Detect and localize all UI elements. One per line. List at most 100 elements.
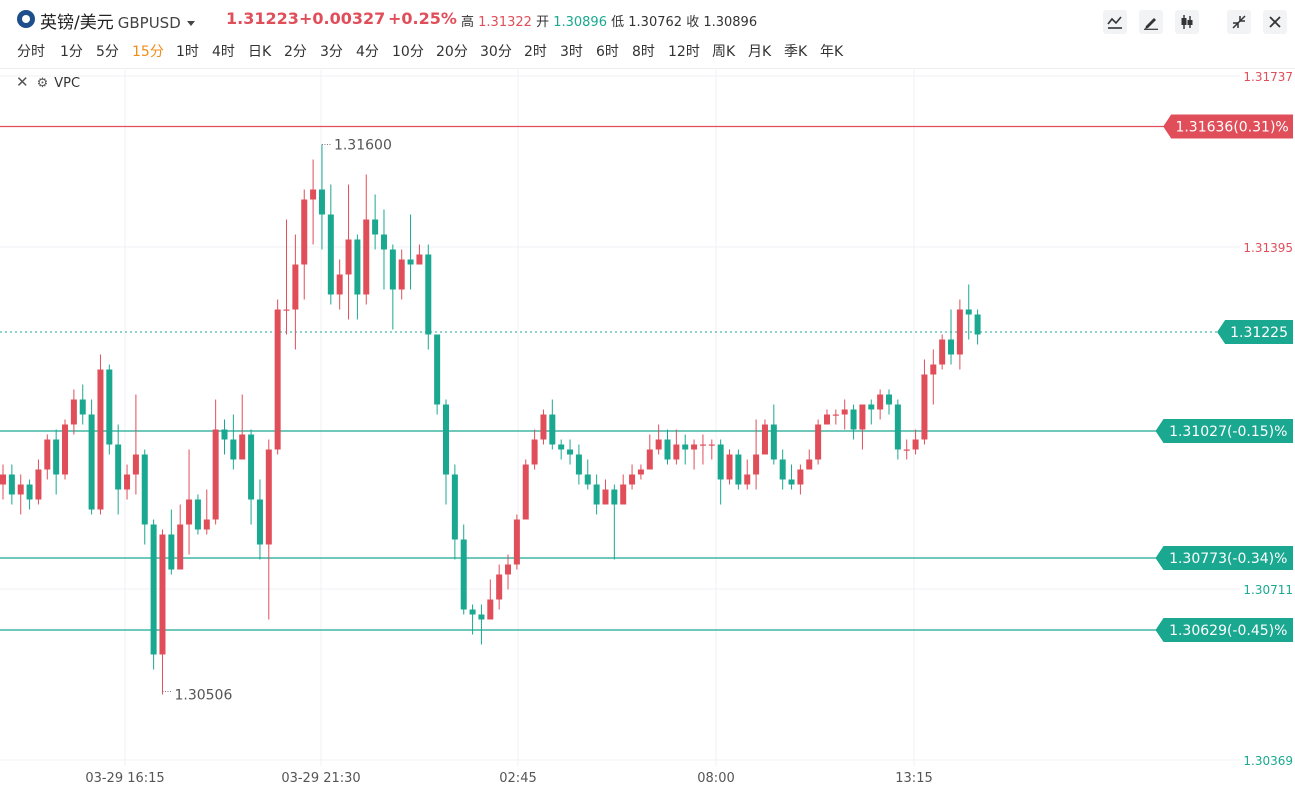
candle-body [806, 459, 813, 470]
period-option[interactable]: 日K [248, 44, 272, 60]
period-option[interactable]: 20分 [436, 44, 468, 60]
candlestick-button[interactable] [1175, 10, 1199, 34]
candle-body [17, 484, 24, 495]
candle-body [336, 274, 343, 295]
period-option[interactable]: 30分 [480, 44, 512, 60]
candle-body [434, 334, 441, 405]
price-change: +0.00327 [299, 9, 386, 28]
candle-body [496, 574, 503, 600]
candle-body [159, 534, 166, 655]
period-option[interactable]: 6时 [596, 44, 619, 60]
candle-body [558, 444, 565, 450]
candle-body [79, 399, 86, 415]
period-option[interactable]: 3分 [320, 44, 343, 60]
candle-body [708, 444, 715, 446]
period-option[interactable]: 分时 [17, 44, 45, 60]
indicator-label: VPC [54, 76, 81, 91]
candle-body [646, 449, 653, 470]
candle-body [44, 439, 51, 470]
low-value: 1.30762 [628, 15, 683, 30]
collapse-button[interactable] [1227, 10, 1251, 34]
period-option[interactable]: 4时 [212, 44, 235, 60]
period-option[interactable]: 2分 [284, 44, 307, 60]
line-chart-button[interactable] [1103, 10, 1127, 34]
gear-icon[interactable]: ⚙ [36, 76, 49, 91]
candle-body [124, 474, 131, 490]
candle-body [620, 484, 627, 505]
low-annotation: 1.30506 [174, 688, 232, 704]
period-option[interactable]: 1时 [176, 44, 199, 60]
candle-body [301, 199, 308, 265]
close-button[interactable] [1263, 10, 1287, 34]
period-option[interactable]: 1分 [60, 44, 83, 60]
candle-body [407, 259, 414, 265]
candle-body [691, 444, 698, 450]
candle-body [788, 479, 795, 485]
candle-body [62, 424, 69, 475]
candle-body [956, 309, 963, 355]
candle-body [354, 239, 361, 295]
candle-body [611, 489, 618, 505]
candle-body [779, 459, 786, 480]
candle-body [903, 449, 910, 451]
period-option-active[interactable]: 15分 [132, 44, 164, 60]
candlestick-icon [1181, 15, 1193, 29]
y-tick-label: 1.30711 [1243, 583, 1293, 597]
period-option[interactable]: 5分 [96, 44, 119, 60]
candle-body [380, 234, 387, 250]
period-option[interactable]: 10分 [392, 44, 424, 60]
candle-body [921, 374, 928, 440]
period-option[interactable]: 季K [784, 44, 808, 60]
candle-body [531, 439, 538, 465]
period-option[interactable]: 年K [820, 44, 844, 60]
instrument-selector[interactable]: 英镑/美元 GBPUSD [40, 8, 195, 33]
period-option[interactable]: 4分 [356, 44, 379, 60]
period-option[interactable]: 12时 [668, 44, 700, 60]
candle-body [177, 524, 184, 570]
candle-body [168, 534, 175, 570]
candle-body [53, 439, 60, 475]
last-price: 1.31223 [226, 9, 299, 28]
candle-body [886, 394, 892, 405]
candle-body [717, 444, 724, 480]
low-label: 低 [611, 15, 625, 30]
candle-body [699, 444, 706, 446]
candle-body [150, 524, 157, 655]
candle-body [832, 414, 839, 416]
candle-body [132, 454, 139, 475]
candle-body [283, 309, 290, 311]
draw-button[interactable] [1139, 10, 1163, 34]
candle-body [451, 474, 458, 540]
candle-body [575, 454, 582, 475]
period-option[interactable]: 周K [712, 44, 736, 60]
candle-body [637, 469, 644, 475]
candle-body [868, 404, 875, 410]
candle-body [540, 414, 547, 440]
candle-body [88, 414, 95, 510]
period-option[interactable]: 2时 [524, 44, 547, 60]
price-line-tag: 1.30773(-0.34)% [1169, 551, 1287, 567]
candle-body [877, 394, 884, 410]
candle-body [230, 439, 237, 460]
draw-pen-icon [1144, 18, 1158, 30]
period-option[interactable]: 月K [748, 44, 772, 60]
candle-body [203, 519, 210, 530]
period-option[interactable]: 8时 [632, 44, 655, 60]
candle-body [664, 439, 671, 460]
period-option[interactable]: 3时 [560, 44, 583, 60]
candle-body [513, 519, 520, 565]
close-icon [1269, 16, 1281, 28]
candle-body [841, 409, 848, 415]
candle-body [930, 364, 937, 375]
x-tick-label: 08:00 [697, 771, 734, 786]
candle-body [602, 489, 609, 505]
candle-body [8, 474, 15, 495]
price-line-tag-bg [1163, 114, 1293, 139]
candle-body [256, 499, 263, 545]
candle-body [35, 469, 42, 500]
y-tick-label: 1.31395 [1243, 241, 1293, 255]
close-label: 收 [686, 15, 700, 30]
chart-header: 英镑/美元 GBPUSD 1.31223 +0.00327 +0.25% 高 1.… [0, 0, 1295, 38]
close-icon[interactable]: ✕ [16, 73, 29, 91]
